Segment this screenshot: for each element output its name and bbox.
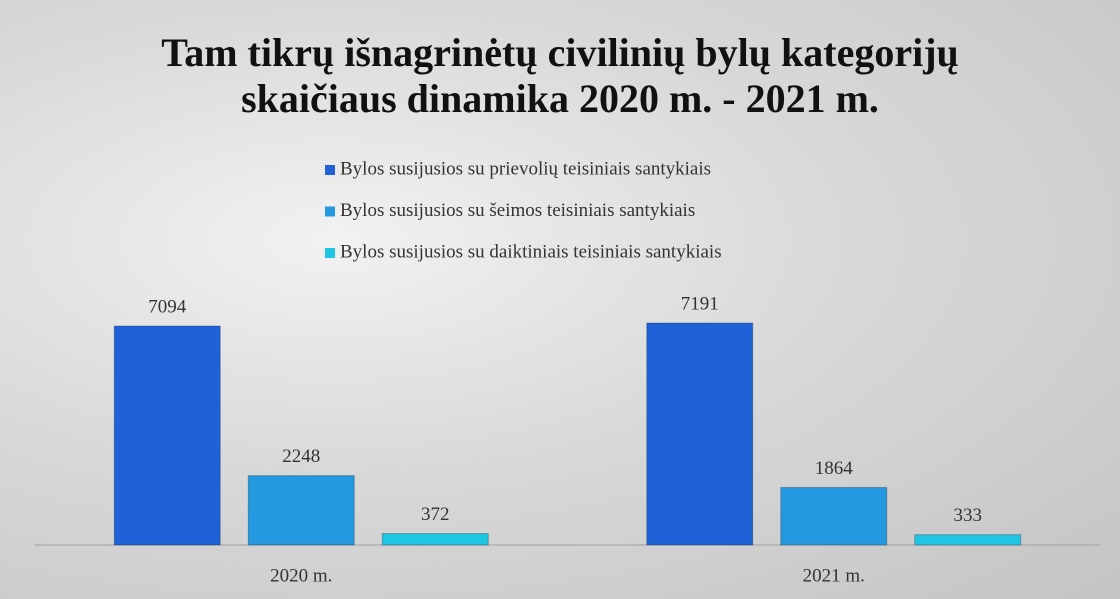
data-label: 2248 <box>282 446 320 467</box>
bar <box>381 533 489 546</box>
legend-marker <box>325 165 335 175</box>
data-label: 333 <box>954 505 983 526</box>
bar <box>780 486 888 546</box>
data-label: 372 <box>421 504 450 525</box>
chart-title: Tam tikrų išnagrinėtų civilinių bylų kat… <box>161 30 959 121</box>
legend-label: Bylos susijusios su daiktiniais teisinia… <box>340 241 722 262</box>
legend-label: Bylos susijusios su prievolių teisiniais… <box>340 158 711 179</box>
x-tick-label: 2020 m. <box>270 565 332 586</box>
legend-label: Bylos susijusios su šeimos teisiniais sa… <box>340 200 695 221</box>
data-label: 7094 <box>148 296 187 317</box>
x-tick-label: 2021 m. <box>803 565 865 586</box>
bar <box>646 322 754 546</box>
data-label: 7191 <box>681 293 719 314</box>
bar <box>914 534 1022 546</box>
legend-marker <box>325 206 335 217</box>
bar <box>113 325 221 546</box>
bar <box>247 475 355 546</box>
legend-marker <box>325 248 335 258</box>
data-label: 1864 <box>815 458 854 479</box>
